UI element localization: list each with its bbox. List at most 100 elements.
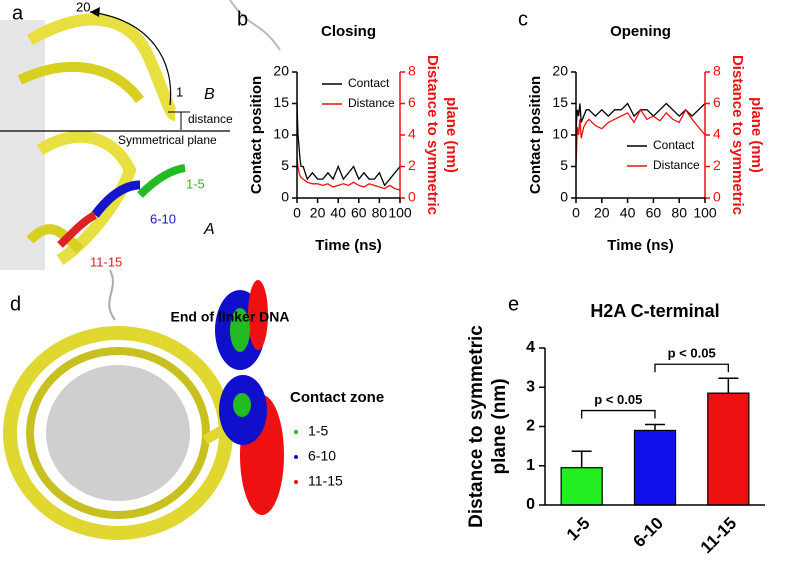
x-tick-label: 60 — [646, 205, 662, 221]
x-tick-label: 40 — [620, 205, 636, 221]
x-tick-label: 80 — [671, 205, 687, 221]
legend-marker — [294, 455, 298, 459]
y-tick-label: 20 — [273, 63, 289, 79]
annotation: 6-10 — [150, 211, 176, 226]
x-tick-label: 0 — [293, 205, 301, 221]
arrow — [89, 11, 172, 106]
data-line — [575, 108, 706, 167]
error-bar — [718, 377, 739, 394]
x-tick-label: 20 — [310, 205, 326, 221]
annotation: Symmetrical plane — [118, 133, 217, 147]
segment-1-5 — [137, 164, 186, 198]
y2-tick-label: 2 — [408, 157, 416, 173]
legend-marker — [294, 480, 298, 484]
panel-label: e — [508, 293, 519, 315]
annotation: A — [203, 221, 215, 238]
panel-label: a — [12, 2, 24, 24]
y-tick-label: 15 — [273, 94, 289, 110]
data-line — [296, 158, 401, 191]
y2-tick-label: 2 — [713, 157, 721, 173]
y2-tick-label: 0 — [408, 189, 416, 205]
panel-label: b — [237, 8, 248, 30]
bar — [633, 429, 677, 506]
x-tick-label: 60 — [351, 205, 367, 221]
x-tick-label: 0 — [572, 205, 580, 221]
y-tick-label: 5 — [560, 157, 568, 173]
x-tick-label: 80 — [372, 205, 388, 221]
y-tick-label: 4 — [526, 339, 535, 356]
panel-title: End of linker DNA — [170, 309, 289, 325]
x-tick-label: 100 — [693, 205, 717, 221]
y-tick-label: 0 — [560, 189, 568, 205]
dna-upper — [26, 13, 178, 121]
legend-label: Distance — [348, 96, 395, 110]
y-tick-label: 20 — [552, 63, 568, 79]
y-axis-label: Contact position — [248, 76, 265, 194]
y2-tick-label: 6 — [408, 94, 416, 110]
x-tick-label: 11-15 — [697, 514, 741, 558]
panel-label: d — [10, 293, 21, 315]
legend-title: Contact zone — [290, 389, 384, 406]
panel-a-illustration: 20 1 B distance Symmetrical plane 1-5 6-… — [0, 0, 281, 321]
y-axis-label: plane (nm) — [489, 378, 510, 474]
annotation: distance — [188, 112, 233, 126]
legend-label: 6-10 — [308, 448, 336, 464]
y-axis-label: Contact position — [527, 76, 544, 194]
chart-title: H2A C-terminal — [590, 301, 719, 321]
dna-lower — [36, 131, 137, 265]
annotation: p < 0.05 — [668, 346, 716, 361]
y2-axis-label: plane (nm) — [748, 97, 765, 173]
legend-label: Contact — [653, 138, 695, 152]
segment-11-15 — [57, 211, 97, 248]
legend-label: 1-5 — [308, 423, 328, 439]
dna-upper — [17, 61, 144, 104]
y-axis-label: Distance to symmetric — [466, 325, 487, 528]
y-tick-label: 0 — [526, 496, 535, 513]
tail — [229, 0, 281, 51]
annotation: 20 — [76, 0, 90, 14]
histone-core — [46, 365, 190, 501]
x-tick-label: 40 — [330, 205, 346, 221]
legend-label: Contact — [348, 76, 390, 90]
segment-6-10 — [91, 180, 141, 218]
annotation: 1 — [176, 84, 183, 99]
bar — [707, 392, 750, 506]
chart-title: Opening — [610, 23, 671, 40]
bar — [560, 467, 603, 506]
tail — [108, 269, 116, 321]
error-bar — [645, 423, 665, 431]
x-tick-label: 100 — [388, 205, 412, 221]
annotation: p < 0.05 — [594, 392, 642, 407]
y2-tick-label: 4 — [408, 126, 416, 142]
y-tick-label: 0 — [281, 189, 289, 205]
cloud — [248, 280, 268, 350]
x-tick-label: 6-10 — [630, 514, 667, 551]
y-tick-label: 2 — [526, 418, 535, 435]
y2-tick-label: 8 — [713, 63, 721, 79]
nucleosome-dna — [26, 347, 210, 519]
cloud — [230, 308, 250, 352]
annotation: 11-15 — [90, 254, 122, 269]
y2-tick-label: 6 — [713, 94, 721, 110]
panel-d-illustration: End of linker DNA Contact zone — [3, 280, 384, 540]
cloud — [233, 393, 251, 417]
y-tick-label: 10 — [273, 126, 289, 142]
y-tick-label: 3 — [526, 378, 535, 395]
y2-axis-label: Distance to symmetric — [729, 55, 746, 215]
y-tick-label: 15 — [552, 94, 568, 110]
legend-label: 11-15 — [308, 473, 343, 489]
data-line — [575, 102, 706, 129]
y2-tick-label: 4 — [713, 126, 721, 142]
x-axis-label: Time (ns) — [607, 237, 673, 254]
annotation: 1-5 — [186, 176, 205, 191]
legend-marker — [294, 430, 298, 434]
chart-title: Closing — [321, 23, 376, 40]
y-tick-label: 5 — [281, 157, 289, 173]
panel-label: c — [518, 8, 528, 30]
error-bar — [571, 450, 592, 468]
arrowhead — [90, 7, 100, 17]
y2-axis-label: plane (nm) — [443, 97, 460, 173]
y2-axis-label: Distance to symmetric — [424, 55, 441, 215]
